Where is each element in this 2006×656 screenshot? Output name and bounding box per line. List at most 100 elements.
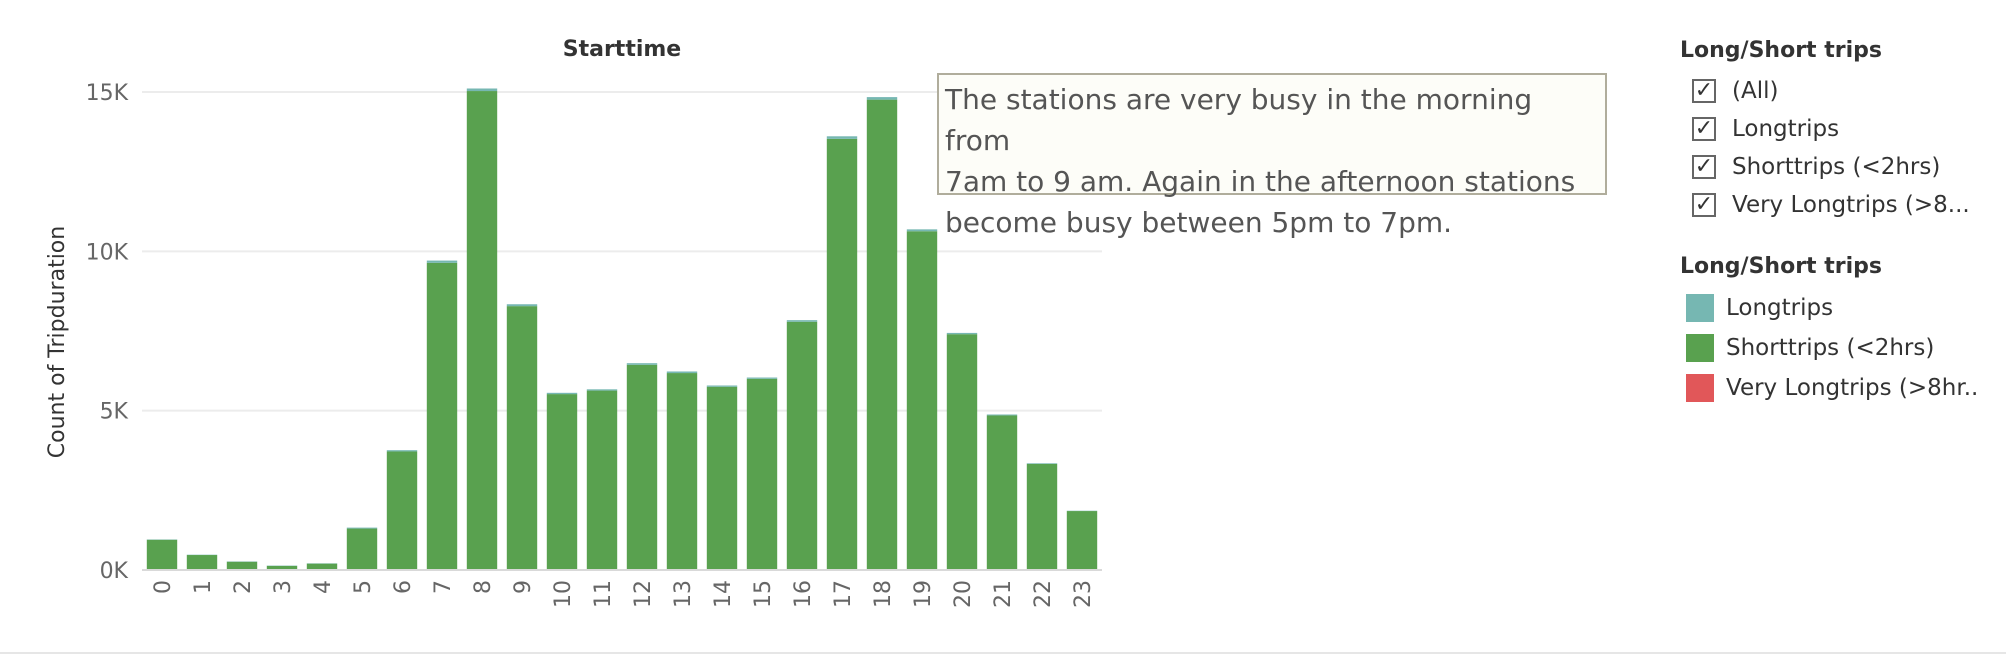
y-tick-label: 10K: [86, 240, 129, 265]
x-tick-label: 6: [391, 580, 416, 594]
annotation-line-1: The stations are very busy in the mornin…: [945, 83, 1533, 157]
bar[interactable]: [946, 334, 978, 570]
y-axis-title: Count of Tripduration: [45, 226, 70, 458]
annotation-line-3: become busy between 5pm to 7pm.: [945, 206, 1453, 239]
x-tick-label: 9: [511, 580, 536, 594]
bar[interactable]: [546, 392, 578, 395]
y-axis-ticks: 0K 5K 10K 15K: [86, 81, 129, 584]
bar[interactable]: [426, 260, 458, 263]
checkbox-checked-icon[interactable]: ✓: [1692, 193, 1716, 217]
bar[interactable]: [386, 450, 418, 452]
x-tick-label: 13: [671, 580, 696, 608]
x-tick-label: 19: [911, 580, 936, 608]
bar[interactable]: [586, 390, 618, 570]
x-tick-label: 21: [991, 580, 1016, 608]
x-tick-label: 11: [591, 580, 616, 608]
x-tick-label: 2: [231, 580, 256, 594]
bar[interactable]: [986, 415, 1018, 570]
filter-title: Long/Short trips: [1680, 38, 1882, 63]
checkbox-checked-icon[interactable]: ✓: [1692, 117, 1716, 141]
y-tick-label: 15K: [86, 81, 129, 106]
bar[interactable]: [466, 91, 498, 570]
bar[interactable]: [346, 527, 378, 529]
bar[interactable]: [186, 555, 218, 570]
bar[interactable]: [1026, 463, 1058, 464]
bar[interactable]: [706, 386, 738, 570]
legend-title: Long/Short trips: [1680, 254, 1882, 279]
bar[interactable]: [266, 565, 298, 570]
bar[interactable]: [866, 97, 898, 100]
legend-item-label: Longtrips: [1726, 295, 1834, 321]
bar[interactable]: [746, 377, 778, 379]
bar[interactable]: [226, 561, 258, 570]
chart-title: Starttime: [563, 37, 681, 62]
legend-item-label: Shorttrips (<2hrs): [1726, 335, 1935, 361]
legend-item-very-longtrips[interactable]: Very Longtrips (>8hr..: [1686, 368, 2000, 408]
bar[interactable]: [626, 363, 658, 365]
x-tick-label: 8: [471, 580, 496, 594]
bar[interactable]: [746, 378, 778, 570]
bar[interactable]: [626, 364, 658, 570]
bar[interactable]: [866, 99, 898, 570]
bottom-divider: [0, 652, 2006, 654]
x-axis-ticks: 0 1 2 3 4 5 6 7 8 9 10 11 12 13 14 15 16 17 18 19 20 21 22 23: [151, 580, 1096, 608]
x-tick-label: 1: [191, 580, 216, 594]
x-tick-label: 10: [551, 580, 576, 608]
bar[interactable]: [706, 385, 738, 387]
x-tick-label: 20: [951, 580, 976, 608]
bar[interactable]: [786, 321, 818, 570]
legend-swatch: [1686, 374, 1714, 402]
bar[interactable]: [346, 528, 378, 570]
x-tick-label: 12: [631, 580, 656, 608]
y-tick-label: 5K: [100, 400, 129, 425]
color-legend: Long/Short trips Longtrips Shorttrips (<…: [1680, 252, 2000, 408]
bar[interactable]: [586, 389, 618, 391]
filter-item-label: (All): [1732, 78, 1779, 104]
filter-item-label: Shorttrips (<2hrs): [1732, 154, 1941, 180]
bar[interactable]: [546, 394, 578, 570]
filter-item-shorttrips[interactable]: ✓ Shorttrips (<2hrs): [1692, 148, 2000, 186]
legend-item-shorttrips[interactable]: Shorttrips (<2hrs): [1686, 328, 2000, 368]
bar[interactable]: [786, 320, 818, 322]
bar[interactable]: [466, 88, 498, 92]
legend-item-label: Very Longtrips (>8hr..: [1726, 375, 1979, 401]
filter-item-label: Very Longtrips (>8...: [1732, 192, 1970, 218]
x-tick-label: 4: [311, 580, 336, 594]
x-tick-label: 16: [791, 580, 816, 608]
annotation-box: The stations are very busy in the mornin…: [937, 73, 1607, 239]
bar[interactable]: [986, 414, 1018, 416]
x-tick-label: 23: [1071, 580, 1096, 608]
legend-item-longtrips[interactable]: Longtrips: [1686, 288, 2000, 328]
checkbox-checked-icon[interactable]: ✓: [1692, 79, 1716, 103]
x-tick-label: 18: [871, 580, 896, 608]
bar[interactable]: [666, 371, 698, 374]
x-tick-label: 3: [271, 580, 296, 594]
bar[interactable]: [426, 262, 458, 570]
legend-swatch: [1686, 294, 1714, 322]
filter-item-all[interactable]: ✓ (All): [1692, 72, 2000, 110]
bar[interactable]: [826, 136, 858, 139]
bar[interactable]: [826, 138, 858, 570]
x-tick-label: 22: [1031, 580, 1056, 608]
bar[interactable]: [386, 451, 418, 570]
x-tick-label: 17: [831, 580, 856, 608]
bar[interactable]: [906, 229, 938, 232]
bar[interactable]: [906, 231, 938, 571]
bar[interactable]: [506, 306, 538, 570]
filter-panel: Long/Short trips ✓ (All) ✓ Longtrips ✓ S…: [1680, 36, 2000, 224]
filter-item-very-longtrips[interactable]: ✓ Very Longtrips (>8...: [1692, 186, 2000, 224]
bar[interactable]: [146, 539, 178, 570]
bar[interactable]: [1066, 511, 1098, 570]
bar[interactable]: [946, 332, 978, 335]
y-tick-label: 0K: [100, 559, 129, 584]
bars: [146, 88, 1098, 571]
filter-item-label: Longtrips: [1732, 116, 1840, 142]
filter-item-longtrips[interactable]: ✓ Longtrips: [1692, 110, 2000, 148]
bar[interactable]: [506, 304, 538, 307]
legend-swatch: [1686, 334, 1714, 362]
bar[interactable]: [666, 373, 698, 570]
bar[interactable]: [1026, 463, 1058, 570]
bar[interactable]: [306, 563, 338, 570]
checkbox-checked-icon[interactable]: ✓: [1692, 155, 1716, 179]
